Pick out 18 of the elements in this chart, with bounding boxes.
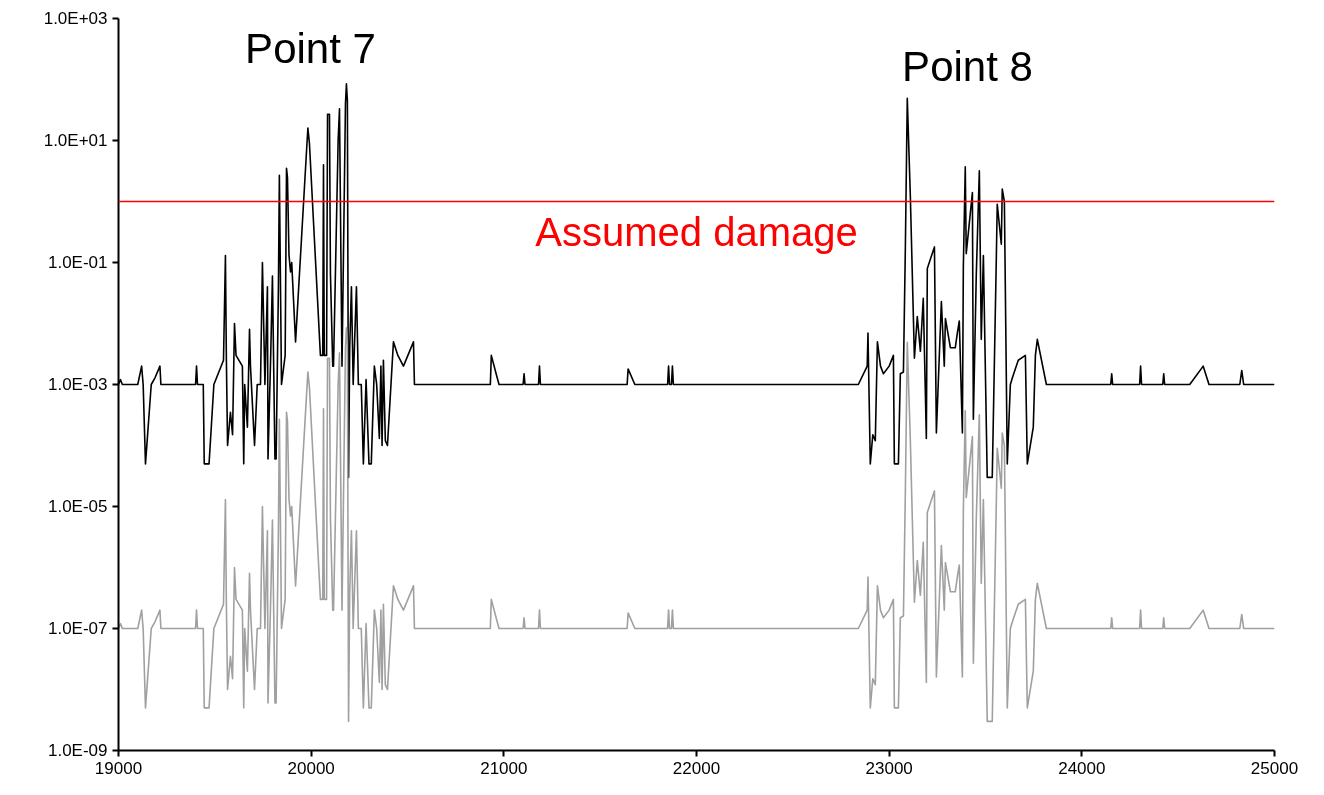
y-tick-label: 1.0E-03 [47,375,108,394]
y-tick-label: 1.0E-09 [47,741,108,760]
y-tick-label: 1.0E-07 [47,619,108,638]
x-tick-label: 21000 [480,758,528,778]
y-tick-label: 1.0E-01 [47,253,108,272]
x-tick-label: 19000 [94,758,143,778]
annotation: Point 7 [245,25,376,72]
y-tick-label: 1.0E-05 [47,497,108,516]
ref-line-label: Assumed damage [535,209,858,254]
y-tick-label: 1.0E+01 [43,131,108,150]
line-series [118,327,1275,723]
x-tick-label: 22000 [672,758,721,778]
x-tick-label: 20000 [287,758,335,778]
x-tick-label: 24000 [1058,758,1106,778]
x-tick-label: 25000 [1250,758,1299,778]
x-tick-label: 23000 [865,758,913,778]
y-tick-label: 1.0E+03 [43,9,108,28]
annotation: Point 8 [902,43,1033,90]
